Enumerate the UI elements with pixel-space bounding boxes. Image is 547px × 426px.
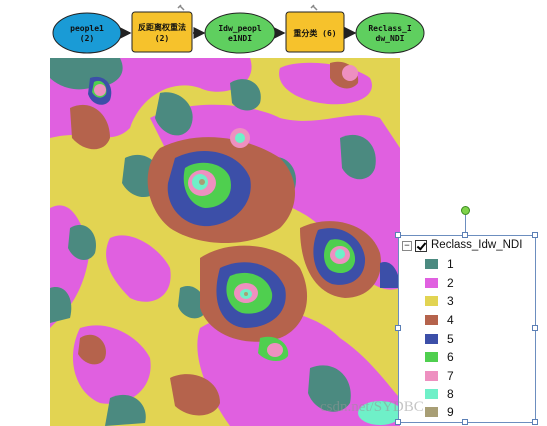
resize-handle[interactable] (532, 325, 538, 331)
raster-class-1 (155, 92, 193, 136)
layer-name: Reclass_Idw_NDI (431, 239, 523, 251)
raster-class-1 (50, 287, 72, 323)
legend-swatch (425, 334, 438, 344)
raster-class-1 (230, 79, 261, 111)
resize-handle[interactable] (532, 232, 538, 238)
raster-class-4 (70, 104, 110, 150)
raster-class-1 (105, 394, 146, 426)
model-builder-flow: people1 (2) 反距离权重法 (2) Idw_peopl e1NDI 重… (52, 4, 425, 54)
legend-layer-header: − Reclass_Idw_NDI (399, 239, 535, 255)
legend-item: 2 (425, 276, 525, 290)
resize-handle[interactable] (462, 232, 468, 238)
legend-item: 9 (425, 405, 525, 419)
raster-class-7 (342, 65, 358, 81)
node-label: 重分类 (6) (293, 28, 336, 38)
hammer-icon (177, 4, 185, 11)
raster-class-9 (199, 179, 205, 185)
node-label: Idw_peopl (218, 24, 262, 33)
hammer-icon (310, 4, 318, 11)
raster-class-1 (68, 224, 96, 260)
raster-class-4 (78, 334, 106, 365)
resize-handle[interactable] (532, 419, 538, 425)
raster-class-1 (308, 365, 351, 412)
raster-class-7 (94, 84, 106, 96)
legend-swatch (425, 389, 438, 399)
legend-swatch (425, 259, 438, 269)
raster-class-9 (244, 292, 248, 296)
rotate-handle-stem (465, 215, 466, 235)
data-node-people1[interactable]: people1 (2) (52, 12, 122, 54)
legend-swatch (425, 371, 438, 381)
watermark: csdn.net/SYDBC (320, 399, 424, 415)
resize-handle[interactable] (395, 325, 401, 331)
legend-label: 1 (447, 257, 454, 271)
legend-label: 5 (447, 332, 454, 346)
legend-label: 4 (447, 313, 454, 327)
legend-item: 8 (425, 387, 525, 401)
legend-panel[interactable]: − Reclass_Idw_NDI 1 2 3 4 5 6 7 8 9 (398, 235, 536, 423)
legend-item: 4 (425, 313, 525, 327)
resize-handle[interactable] (395, 232, 401, 238)
tool-node-reclassify[interactable]: 重分类 (6) (285, 4, 345, 53)
collapse-toggle[interactable]: − (402, 241, 412, 251)
reclass-raster-map[interactable] (50, 58, 400, 426)
legend-swatch (425, 296, 438, 306)
legend-label: 9 (447, 405, 454, 419)
resize-handle[interactable] (395, 419, 401, 425)
node-label: people1 (70, 24, 104, 33)
legend-label: 6 (447, 350, 454, 364)
node-label: (2) (80, 34, 94, 43)
legend-item: 7 (425, 369, 525, 383)
raster-class-1 (340, 134, 376, 180)
legend-swatch (425, 352, 438, 362)
layer-visibility-checkbox[interactable] (415, 240, 427, 252)
raster-class-8 (235, 133, 245, 143)
legend-item: 6 (425, 350, 525, 364)
raster-class-4 (170, 374, 220, 416)
node-label: 反距离权重法 (138, 22, 186, 32)
legend-swatch (425, 278, 438, 288)
resize-handle[interactable] (462, 419, 468, 425)
legend-swatch (425, 407, 438, 417)
raster-class-7 (267, 343, 283, 357)
legend-swatch (425, 315, 438, 325)
raster-class-8 (335, 249, 345, 259)
legend-label: 7 (447, 369, 454, 383)
node-label: Reclass_I (368, 24, 412, 33)
node-label: (2) (155, 34, 169, 43)
legend-item: 1 (425, 257, 525, 271)
rotate-handle[interactable] (461, 206, 470, 215)
data-node-idw-output[interactable]: Idw_peopl e1NDI (204, 12, 276, 54)
legend-label: 8 (447, 387, 454, 401)
raster-class-8 (358, 401, 400, 425)
raster-class-5 (380, 262, 400, 288)
legend-label: 2 (447, 276, 454, 290)
data-node-reclass-output[interactable]: Reclass_I dw_NDI (355, 12, 425, 54)
legend-item: 3 (425, 294, 525, 308)
raster-class-1 (178, 286, 206, 319)
tool-node-idw[interactable]: 反距离权重法 (2) (131, 4, 193, 53)
node-label: dw_NDI (376, 34, 405, 43)
legend-label: 3 (447, 294, 454, 308)
node-label: e1NDI (228, 34, 252, 43)
raster-class-2 (106, 235, 171, 302)
legend-item: 5 (425, 332, 525, 346)
